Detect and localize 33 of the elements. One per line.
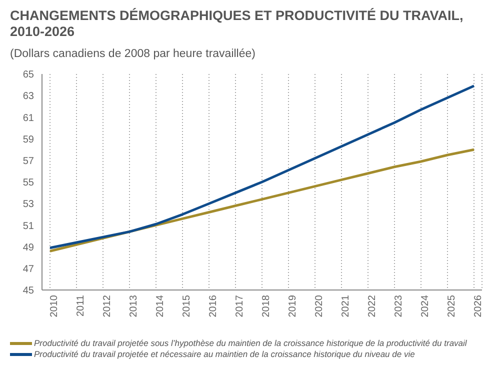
x-tick-label: 2021 — [340, 294, 352, 318]
x-tick-label: 2019 — [288, 294, 299, 318]
x-tick-label: 2026 — [473, 294, 484, 318]
x-tick-label: 2017 — [234, 294, 246, 318]
y-tick-label: 53 — [22, 199, 34, 210]
y-tick-label: 65 — [22, 70, 34, 81]
x-tick-label: 2022 — [367, 294, 378, 318]
y-tick-label: 47 — [22, 264, 34, 275]
y-tick-label: 61 — [22, 112, 34, 124]
legend-label: Productivité du travail projetée et nécessaire au maintien de la croissance historique du niveau de vie — [34, 349, 415, 360]
x-tick-label: 2012 — [102, 294, 114, 318]
x-tick-label: 2020 — [314, 294, 326, 318]
y-tick-label: 55 — [22, 178, 34, 189]
x-tick-label: 2025 — [446, 294, 458, 318]
y-tick-label: 45 — [22, 286, 34, 297]
x-tick-label: 2011 — [76, 294, 87, 317]
x-tick-label: 2023 — [394, 294, 405, 318]
x-tick-label: 2014 — [155, 294, 166, 318]
x-tick-label: 2024 — [420, 294, 432, 318]
y-tick-label: 59 — [22, 134, 34, 146]
x-tick-label: 2018 — [261, 294, 272, 318]
y-tick-label: 57 — [22, 156, 34, 167]
x-tick-label: 2013 — [128, 294, 140, 318]
line-series — [48, 84, 476, 250]
y-tick-label: 63 — [22, 91, 34, 102]
y-tick-label: 51 — [22, 220, 34, 232]
legend-label: Productivité du travail projetée sous l’hypothèse du maintien de la croissance historique de la productivité du travail — [34, 338, 467, 349]
chart-subtitle: (Dollars canadiens de 2008 par heure travaillée) — [9, 48, 256, 60]
y-tick-label: 49 — [22, 242, 34, 254]
x-tick-label: 2010 — [49, 294, 60, 318]
x-tick-label: 2016 — [208, 294, 220, 318]
chart-title: CHANGEMENTS DÉMOGRAPHIQUES ET PRODUCTIVITÉ DU TRAVAIL, 2010-2026 — [9, 8, 464, 40]
x-tick-label: 2015 — [182, 294, 193, 318]
